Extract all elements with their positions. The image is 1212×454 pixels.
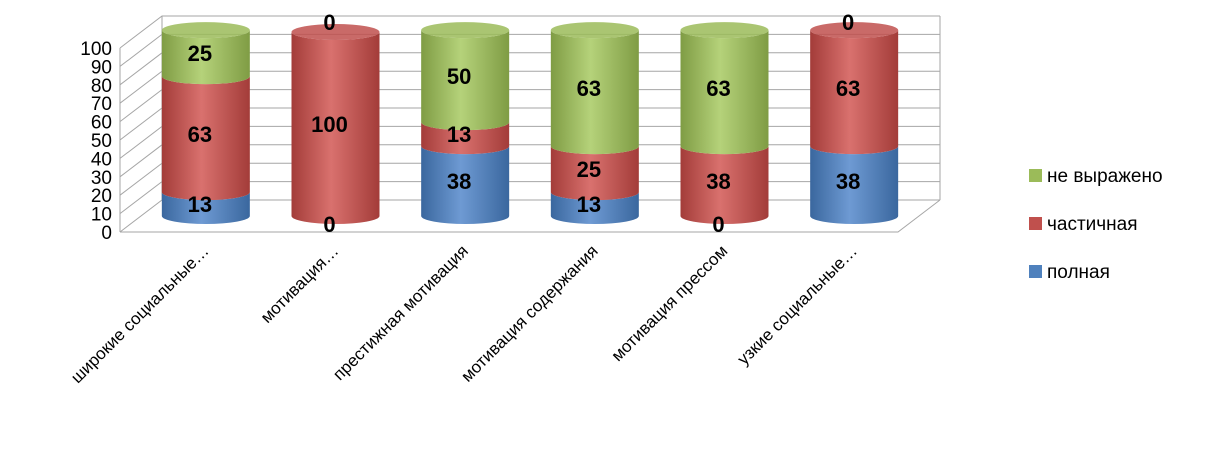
x-tick-label: узкие социальные… (734, 241, 861, 368)
data-label: 13 (577, 192, 601, 217)
bar-segment (421, 30, 510, 131)
bars (161, 22, 899, 224)
y-tick-label: 60 (91, 113, 112, 134)
x-axis-labels: широкие социальные… мотивация…престижная … (67, 241, 861, 387)
cylinder-stack (421, 22, 510, 224)
data-label: 63 (706, 76, 730, 101)
data-label: 0 (323, 10, 335, 35)
cylinder-top (421, 22, 510, 39)
legend-item: частичная (1029, 214, 1138, 235)
cylinder-top (291, 24, 380, 40)
data-label: 13 (188, 192, 212, 217)
cylinder-top (810, 22, 899, 39)
data-label: 63 (577, 76, 601, 101)
y-tick-label: 80 (91, 76, 112, 97)
y-tick-label: 20 (91, 186, 112, 207)
data-label: 0 (712, 212, 724, 237)
bar-segment (810, 30, 899, 155)
legend-item: полная (1029, 262, 1110, 283)
data-label: 25 (188, 41, 212, 66)
data-label: 0 (323, 212, 335, 237)
bar-segment (810, 146, 899, 224)
cylinder-stack (291, 24, 380, 224)
legend-swatch (1029, 265, 1042, 278)
y-tick-label: 90 (91, 57, 112, 78)
bar-segment (680, 30, 769, 155)
bar-segment (421, 122, 510, 155)
data-label: 63 (188, 122, 212, 147)
x-tick-label: мотивация содержания (457, 241, 601, 385)
y-tick-label: 50 (91, 131, 112, 152)
data-label: 63 (836, 76, 860, 101)
cylinder-stack (550, 22, 639, 224)
cylinder-stack (810, 22, 899, 224)
data-label: 38 (706, 169, 730, 194)
legend-label: не выражено (1047, 166, 1163, 187)
y-tick-label: 0 (101, 223, 112, 244)
y-tick-label: 100 (80, 39, 112, 60)
y-tick-label: 10 (91, 205, 112, 226)
data-label: 0 (842, 10, 854, 35)
bar-segment (550, 192, 639, 224)
cylinder-stack (161, 22, 250, 224)
bar-segment (161, 76, 250, 201)
cylinder-top (680, 22, 769, 39)
bar-segment (161, 30, 250, 85)
data-label: 25 (577, 157, 601, 182)
legend-swatch (1029, 217, 1042, 230)
cylinder-top (550, 22, 639, 39)
bar-segment (421, 146, 510, 224)
bar-segment (550, 30, 639, 155)
data-label: 50 (447, 64, 471, 89)
bar-segment (550, 146, 639, 201)
legend: не выражено частичная полная (1029, 166, 1163, 283)
legend-label: полная (1047, 262, 1110, 283)
bar-segment (680, 146, 769, 224)
data-labels: 13 63 25 0 100 0 38 13 50 13 25 63 0 38 63 38 63 0 (188, 10, 861, 237)
y-tick-label: 40 (91, 149, 112, 170)
y-tick-label: 30 (91, 168, 112, 189)
data-label: 38 (836, 169, 860, 194)
legend-swatch (1029, 169, 1042, 182)
x-tick-label: престижная мотивация (329, 241, 472, 384)
data-label: 38 (447, 169, 471, 194)
legend-item: не выражено (1029, 166, 1163, 187)
cylinder-top (161, 22, 250, 39)
x-tick-label: мотивация… (257, 241, 342, 326)
bar-segment (291, 32, 380, 224)
x-tick-label: мотивация прессом (608, 241, 732, 365)
legend-label: частичная (1047, 214, 1138, 235)
floor-edge (120, 199, 941, 233)
data-label: 13 (447, 122, 471, 147)
cylinder-stack (680, 22, 769, 224)
x-tick-label: широкие социальные… (67, 241, 213, 387)
data-label: 100 (311, 112, 348, 137)
y-tick-label: 70 (91, 94, 112, 115)
bar-segment (161, 192, 250, 224)
